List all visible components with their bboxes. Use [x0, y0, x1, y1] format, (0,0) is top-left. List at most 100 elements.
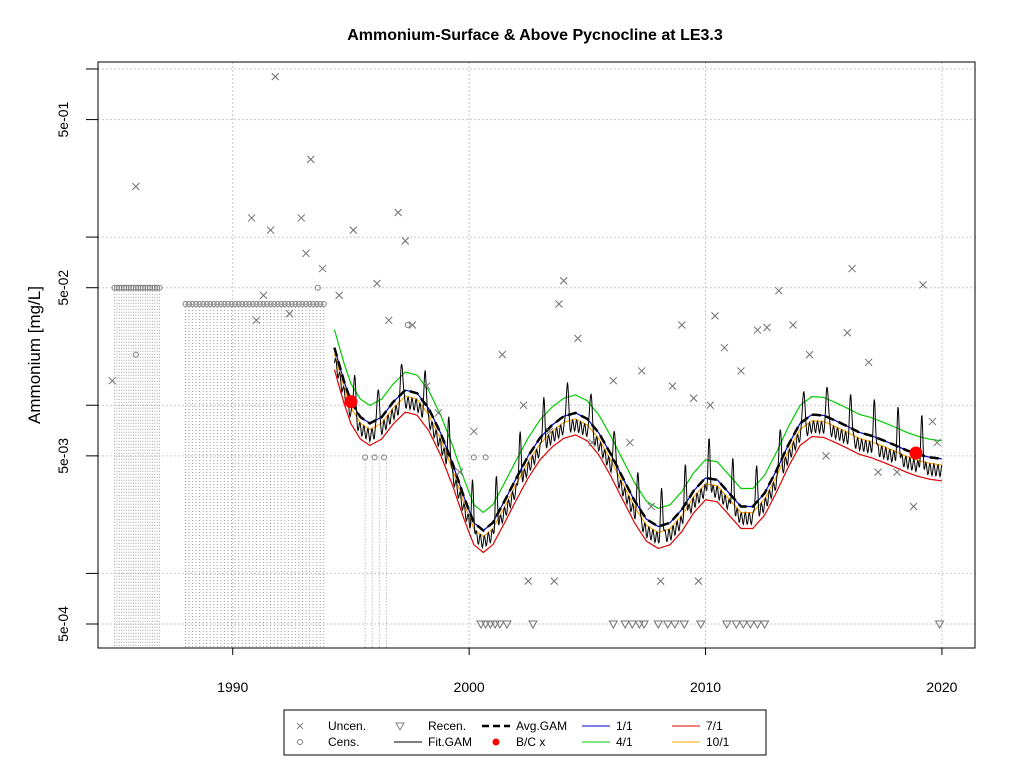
censored-point [182, 301, 189, 308]
axes: 1990 2000 2010 2020 5e-04 5e-03 5e-02 5e-01 [55, 68, 958, 695]
uncensored-point [626, 438, 634, 447]
y-axis-label: Ammonium [mg/L] [25, 286, 44, 424]
recensored-point [721, 620, 732, 630]
censored-point [267, 301, 274, 308]
uncensored-point [266, 226, 275, 234]
censored-point [193, 301, 200, 308]
legend-item: B/C x [492, 735, 545, 749]
censored-point [303, 301, 310, 308]
legend-label: Uncen. [328, 719, 366, 733]
censored-point [228, 301, 235, 308]
uncensored-point [247, 214, 256, 222]
fit-gam-line [333, 357, 943, 550]
uncensored-point [285, 309, 294, 318]
uncensored-point [689, 394, 698, 403]
censored-point [186, 301, 193, 308]
censored-point [317, 301, 324, 308]
censored-point [482, 454, 489, 461]
censored-point [256, 301, 263, 308]
censored-point [260, 301, 267, 308]
recensored-point [476, 620, 486, 630]
censored-point [295, 301, 302, 308]
legend-label: B/C x [516, 735, 545, 749]
data-points [108, 72, 945, 630]
censored-point [253, 301, 260, 308]
recensored-point [679, 620, 690, 630]
uncensored-point [550, 577, 559, 585]
uncensored-point [720, 343, 729, 352]
censored-point [235, 301, 242, 308]
censored-range-lines [114, 287, 387, 648]
censored-point [214, 301, 221, 308]
censored-point [313, 301, 320, 308]
censored-point [271, 301, 278, 308]
uncensored-point [524, 577, 533, 585]
censored-point [232, 301, 239, 308]
recensored-point [738, 620, 749, 630]
censored-point [371, 454, 378, 461]
uncensored-point [498, 350, 507, 359]
recensored-point [731, 620, 742, 630]
censored-point [470, 454, 477, 461]
uncensored-point [647, 502, 656, 511]
uncensored-point [711, 312, 719, 320]
legend-item: 1/1 [582, 719, 633, 733]
uncensored-point [394, 208, 403, 217]
censored-point [362, 454, 369, 461]
censored-point [274, 301, 281, 308]
recensored-point [934, 620, 945, 630]
uncensored-point [259, 291, 268, 300]
uncensored-point [919, 281, 927, 289]
legend-item: 4/1 [582, 735, 633, 749]
series-lines [333, 329, 943, 554]
uncensored-point [668, 382, 677, 390]
recensored-point [662, 620, 673, 630]
uncensored-point [637, 367, 646, 375]
censored-point [246, 301, 253, 308]
uncensored-point [928, 417, 937, 426]
legend: Uncen. Cens. Recen. Fit.GAM Avg.GAM B/C x 1/1 4… [283, 709, 767, 756]
censored-point [210, 301, 217, 308]
recensored-point [627, 620, 638, 630]
recensored-point [752, 620, 763, 630]
uncensored-point [609, 376, 618, 385]
censored-point [239, 301, 246, 308]
uncensored-point [373, 279, 381, 288]
y-tick-label: 5e-02 [55, 270, 71, 306]
uncensored-point [422, 382, 431, 390]
legend-label: 10/1 [706, 735, 730, 749]
grid-lines [98, 62, 975, 648]
uncensored-point [555, 300, 563, 308]
uncensored-point [678, 321, 686, 329]
uncensored-point [302, 249, 310, 258]
censored-point [320, 301, 327, 308]
x-tick-label: 2010 [690, 679, 721, 695]
censored-point [221, 301, 228, 308]
censored-point [189, 301, 196, 308]
censored-point [404, 322, 411, 329]
censored-point [156, 284, 163, 291]
censored-point [381, 454, 388, 461]
legend-symbol [395, 722, 405, 732]
recensored-point [639, 620, 649, 630]
uncensored-point [774, 286, 783, 295]
uncensored-point [545, 427, 554, 436]
series-line-7-1 [333, 369, 942, 554]
legend-symbol [492, 738, 500, 746]
uncensored-point [822, 452, 830, 460]
censored-point [225, 301, 232, 308]
legend-label: 7/1 [706, 719, 723, 733]
uncensored-point [335, 291, 343, 300]
uncensored-point [874, 468, 882, 477]
uncensored-point [909, 502, 918, 511]
bc-point [344, 395, 358, 409]
recensored-point [695, 620, 706, 630]
legend-label: Avg.GAM [516, 719, 567, 733]
uncensored-point [384, 316, 393, 325]
censored-point [281, 301, 288, 308]
censored-point [314, 284, 321, 291]
recensored-point [669, 620, 680, 630]
legend-label: Fit.GAM [428, 735, 472, 749]
recensored-point [480, 620, 491, 630]
legend-box [283, 709, 767, 756]
